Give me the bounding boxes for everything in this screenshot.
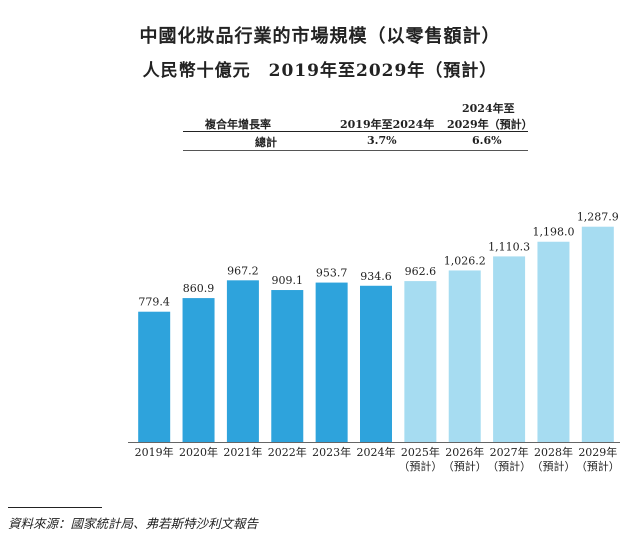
x-tick-label: 2024年 [357, 445, 396, 459]
x-tick-sublabel: （預計） [443, 459, 487, 473]
bar-2021年 [226, 280, 259, 442]
bar-2019年 [138, 311, 171, 442]
x-tick-sublabel: （預計） [487, 459, 531, 473]
cagr-header-label: 複合年增長率 [205, 118, 271, 131]
x-tick-label: 2019年 [135, 445, 174, 459]
x-tick-sublabel: （預計） [531, 459, 575, 473]
cagr-col2-header-line1: 2024年至 [462, 102, 515, 115]
chart-subtitle: 人民幣十億元 2019年至2029年（預計） [142, 61, 498, 81]
bar-2020年 [182, 298, 215, 442]
bar-value-label: 1,026.2 [444, 254, 486, 267]
x-tick-label: 2020年 [179, 445, 218, 459]
x-tick-label: 2029年 [578, 445, 617, 459]
bar-value-label: 1,110.3 [488, 240, 530, 253]
source-note: 資料來源：國家統計局、弗若斯特沙利文報告 [8, 516, 259, 531]
bar-2023年 [315, 282, 348, 442]
bar-value-label: 962.6 [405, 265, 437, 278]
bar-2025年 [404, 281, 437, 442]
x-tick-label: 2028年 [534, 445, 573, 459]
bar-2027年 [493, 256, 526, 442]
cagr-col1-header: 2019年至2024年 [340, 118, 435, 131]
bar-value-label: 860.9 [183, 282, 215, 295]
bar-2028年 [537, 241, 570, 442]
x-tick-label: 2022年 [268, 445, 307, 459]
bar-value-label: 953.7 [316, 267, 348, 280]
cagr-divider [183, 131, 528, 132]
x-tick-label: 2026年 [445, 445, 484, 459]
bar-2024年 [360, 285, 392, 442]
bar-value-label: 967.2 [227, 264, 259, 277]
cagr-row-label: 總計 [255, 136, 277, 149]
cagr-col2-value: 6.6% [472, 134, 502, 147]
x-tick-sublabel: （預計） [576, 459, 620, 473]
chart-title: 中國化妝品行業的市場規模（以零售額計） [139, 26, 501, 47]
cagr-bottom-divider [183, 150, 528, 151]
cagr-col2-header-line2: 2029年（預計） [447, 118, 533, 131]
x-tick-label: 2023年 [312, 445, 351, 459]
bar-2022年 [271, 290, 304, 442]
bar-value-label: 934.6 [360, 270, 392, 283]
x-tick-label: 2027年 [490, 445, 529, 459]
bar-value-label: 1,287.9 [577, 211, 619, 224]
bar-2026年 [448, 270, 481, 442]
bar-value-label: 1,198.0 [532, 226, 574, 239]
bar-2029年 [581, 226, 614, 442]
cagr-col1-value: 3.7% [367, 134, 397, 147]
bar-value-label: 909.1 [272, 274, 304, 287]
x-tick-label: 2025年 [401, 445, 440, 459]
source-divider [8, 507, 102, 508]
bar-value-label: 779.4 [138, 296, 170, 309]
x-tick-label: 2021年 [223, 445, 262, 459]
x-tick-sublabel: （預計） [398, 459, 442, 473]
